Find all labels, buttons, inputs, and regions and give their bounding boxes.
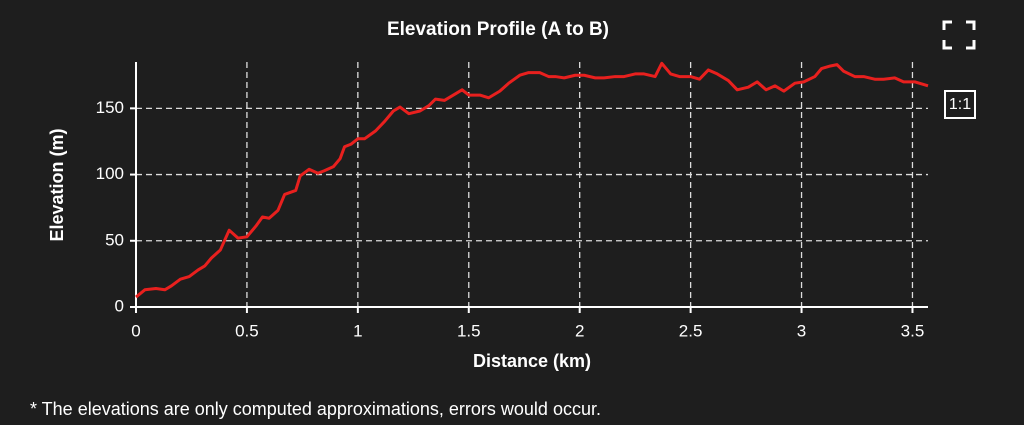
y-tick-label: 0 xyxy=(115,296,124,315)
y-axis-label: Elevation (m) xyxy=(47,128,67,241)
x-axis-label: Distance (km) xyxy=(473,351,591,371)
x-tick-label: 1 xyxy=(353,321,362,340)
x-tick-label: 1.5 xyxy=(457,321,481,340)
fullscreen-icon xyxy=(942,20,976,50)
x-tick-label: 0 xyxy=(131,321,140,340)
y-tick-label: 100 xyxy=(96,164,124,183)
x-tick-label: 3.5 xyxy=(901,321,925,340)
y-tick-label: 50 xyxy=(105,230,124,249)
y-tick-label: 150 xyxy=(96,98,124,117)
ratio-button-frame xyxy=(944,90,976,119)
x-tick-label: 3 xyxy=(797,321,806,340)
chart-title: Elevation Profile (A to B) xyxy=(387,19,609,40)
x-tick-label: 2 xyxy=(575,321,584,340)
x-tick-label: 2.5 xyxy=(679,321,703,340)
fullscreen-button[interactable] xyxy=(942,20,976,50)
ratio-button[interactable]: 1:1 xyxy=(944,90,976,119)
ratio-button-label: 1:1 xyxy=(949,96,971,113)
elevation-line xyxy=(135,61,929,299)
footnote: * The elevations are only computed appro… xyxy=(30,399,601,419)
x-tick-label: 0.5 xyxy=(235,321,259,340)
